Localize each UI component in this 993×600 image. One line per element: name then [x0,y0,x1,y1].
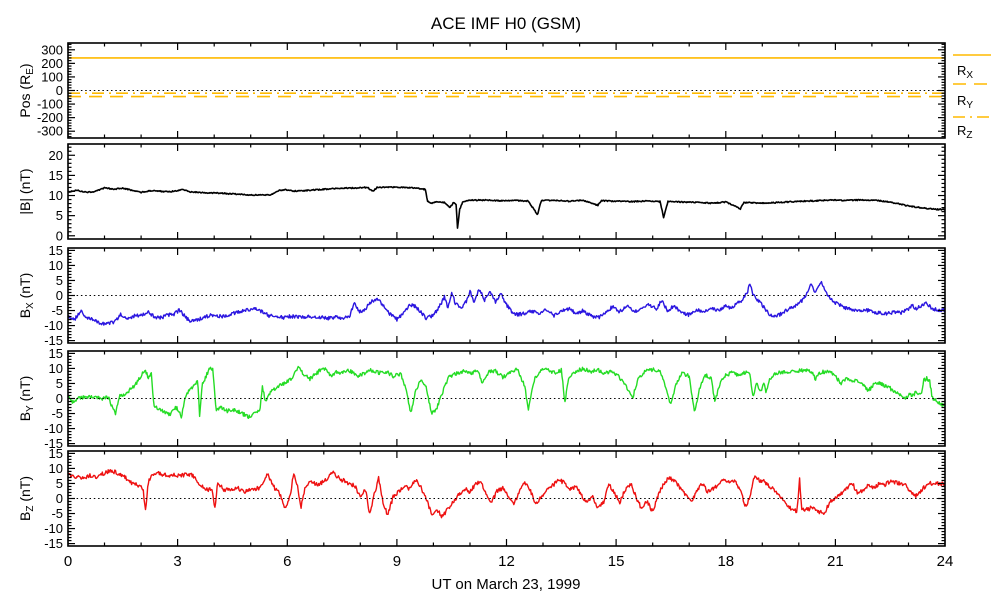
y-tick-label: -5 [51,506,63,521]
series-line-by [68,365,945,419]
x-axis-title: UT on March 23, 1999 [432,576,581,593]
x-tick-label: 24 [937,553,954,570]
y-tick-label: 10 [49,361,63,376]
legend-label-rz: RZ [957,123,973,141]
y-axis-label-bmag: |B| (nT) [17,168,33,214]
y-tick-label: -15 [44,536,63,551]
x-tick-label: 9 [393,553,401,570]
ylabel-by-pre: B [17,412,33,421]
y-tick-label: 200 [41,56,63,71]
y-tick-label: -5 [51,303,63,318]
ylabel-bx-pre: B [17,309,33,318]
ylabel-bz-post: (nT) [17,476,33,506]
y-tick-label: 300 [41,42,63,57]
y-tick-label: 15 [49,168,63,183]
legend-ry-sub: Y [966,100,973,111]
panel-frame-bz [67,450,946,547]
y-tick-label: 0 [56,83,63,98]
y-axis-label-pos: Pos (RE) [17,63,36,117]
y-tick-label: -100 [37,97,63,112]
legend-rz-pre: R [957,123,966,138]
y-tick-label: 100 [41,69,63,84]
ylabel-pos-sub: E [25,68,36,75]
ylabel-by-post: (nT) [17,376,33,406]
y-tick-label: -300 [37,124,63,139]
y-tick-label: 5 [56,208,63,223]
y-tick-label: 0 [56,491,63,506]
series-line-bz [68,469,945,519]
ylabel-bmag-pre: |B| (nT) [17,168,33,214]
plot-title: ACE IMF H0 (GSM) [431,14,581,33]
legend-rx-sub: X [966,70,973,81]
y-tick-label: 20 [49,148,63,163]
panel-frame-bx [67,247,946,344]
panel-data-pos [68,57,945,98]
ylabel-bx-post: (nT) [17,273,33,303]
legend-label-ry: RY [957,93,973,111]
y-tick-label: 0 [56,288,63,303]
y-tick-label: 5 [56,476,63,491]
ylabel-pos-pre: Pos (R [17,75,33,118]
legend-rx-pre: R [957,63,966,78]
legend-label-rx: RX [957,63,973,81]
series-line-bx [68,280,945,326]
y-tick-label: 5 [56,376,63,391]
x-tick-label: 21 [827,553,844,570]
legend-rz-sub: Z [966,130,972,141]
y-tick-label: 10 [49,188,63,203]
ylabel-bz-sub: Z [25,506,36,512]
y-tick-label: -200 [37,110,63,125]
y-tick-label: 10 [49,258,63,273]
y-tick-label: 5 [56,273,63,288]
panel-frame-pos [67,42,946,139]
panel-frame-by [67,350,946,447]
panel-frame-bmag [67,143,946,240]
y-tick-label: 10 [49,461,63,476]
plot-generated-layer: 3002001000-100-200-30020151050151050-5-1… [37,42,991,570]
legend-ry-pre: R [957,93,966,108]
x-tick-label: 12 [498,553,515,570]
y-axis-label-by: BY (nT) [17,376,36,422]
x-tick-label: 3 [173,553,181,570]
panel-data-bmag [68,185,945,229]
ylabel-bz-pre: B [17,512,33,521]
y-tick-label: 15 [49,243,63,258]
ylabel-by-sub: Y [25,405,36,412]
panel-data-bx [68,280,945,326]
y-tick-label: 15 [49,446,63,461]
x-tick-label: 6 [283,553,291,570]
panel-data-bz [68,469,945,519]
y-tick-label: -10 [44,318,63,333]
y-axis-label-bz: BZ (nT) [17,476,36,521]
series-line-bmag [68,185,945,229]
y-tick-label: -15 [44,436,63,451]
y-tick-label: -15 [44,333,63,348]
y-tick-label: -5 [51,406,63,421]
x-tick-label: 15 [608,553,625,570]
y-tick-label: -10 [44,521,63,536]
ylabel-pos-post: ) [17,63,33,68]
x-tick-label: 0 [64,553,72,570]
y-tick-label: -10 [44,421,63,436]
y-tick-label: 0 [56,228,63,243]
x-tick-label: 18 [717,553,734,570]
y-tick-label: 0 [56,391,63,406]
ylabel-bx-sub: X [25,302,36,309]
y-tick-label: 15 [49,346,63,361]
y-axis-label-bx: BX (nT) [17,273,36,319]
panel-data-by [68,365,945,419]
